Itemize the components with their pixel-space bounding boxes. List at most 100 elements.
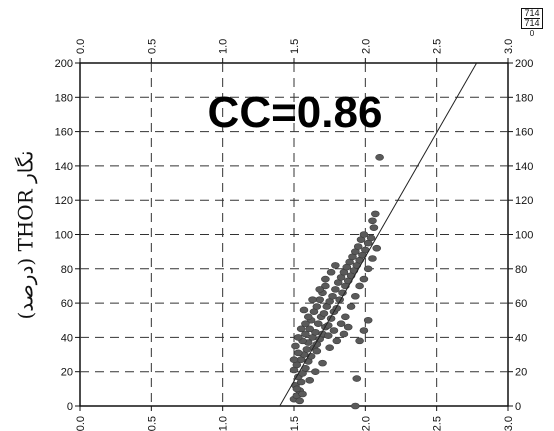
scatter-point bbox=[301, 320, 310, 327]
scatter-point bbox=[355, 337, 364, 345]
x-tick-label-bottom: 3.0 bbox=[503, 416, 515, 431]
scatter-point bbox=[371, 210, 380, 218]
scatter-point bbox=[353, 243, 363, 250]
corner-badge-top: 714 bbox=[524, 8, 540, 18]
scatter-point bbox=[331, 286, 340, 293]
x-tick-label-top: 2.5 bbox=[432, 39, 444, 54]
scatter-point bbox=[326, 268, 336, 276]
scatter-point bbox=[339, 330, 349, 338]
scatter-point bbox=[311, 368, 320, 376]
scatter-point bbox=[355, 282, 364, 290]
y-tick-label-right: 40 bbox=[515, 332, 527, 344]
scatter-point bbox=[368, 255, 377, 262]
y-axis-title-text: نگار THOR (درصد) bbox=[13, 150, 37, 320]
y-tick-label-left: 200 bbox=[55, 58, 73, 70]
y-tick-label-right: 120 bbox=[515, 195, 533, 207]
scatter-point bbox=[318, 359, 327, 367]
scatter-point bbox=[375, 154, 384, 161]
scatter-point bbox=[338, 289, 347, 297]
x-tick-label-bottom: 1.0 bbox=[218, 416, 230, 431]
x-tick-label-top: 1.0 bbox=[218, 39, 230, 54]
scatter-point bbox=[343, 323, 353, 331]
y-tick-label-right: 80 bbox=[515, 264, 527, 276]
scatter-point bbox=[341, 313, 350, 321]
x-tick-label-top: 1.5 bbox=[289, 39, 301, 54]
scatter-point bbox=[313, 320, 323, 327]
scatter-point bbox=[328, 292, 337, 300]
scatter-point bbox=[298, 390, 307, 398]
scatter-point bbox=[291, 342, 300, 350]
corner-badge-under: 0 bbox=[529, 29, 535, 38]
scatter-point bbox=[296, 325, 306, 333]
scatter-point bbox=[315, 286, 324, 293]
scatter-point bbox=[315, 296, 324, 303]
scatter-point bbox=[312, 347, 322, 355]
y-tick-label-right: 60 bbox=[515, 298, 527, 310]
ticks-layer: 0.0 0.0 0.5 0.5 1.0 1.0 1.5 1.5 2.0 2.0 2.5 2.5 3.0 3… bbox=[55, 39, 534, 431]
scatter-point bbox=[308, 296, 317, 303]
scatter-point bbox=[351, 402, 360, 410]
scatter-point bbox=[319, 310, 329, 317]
y-tick-label-right: 0 bbox=[515, 401, 521, 413]
scatter-point bbox=[302, 346, 312, 353]
scatter-point bbox=[305, 325, 314, 333]
scatter-point bbox=[323, 332, 333, 339]
x-tick-label-top: 2.0 bbox=[360, 39, 372, 54]
scatter-point bbox=[292, 385, 302, 393]
scatter-point bbox=[346, 303, 356, 310]
fit-line-layer bbox=[279, 62, 478, 407]
cc-annotation: CC=0.86 bbox=[208, 88, 383, 137]
scatter-point bbox=[359, 231, 369, 238]
scatter-point bbox=[293, 334, 303, 341]
y-tick-label-right: 100 bbox=[515, 230, 533, 242]
scatter-point bbox=[336, 320, 346, 327]
scatter-point bbox=[368, 217, 377, 225]
y-tick-label-left: 40 bbox=[61, 332, 73, 344]
scatter-point bbox=[359, 275, 369, 283]
scatter-point bbox=[289, 356, 299, 363]
x-tick-label-bottom: 2.5 bbox=[432, 416, 444, 431]
scatter-point bbox=[303, 313, 313, 321]
scatter-point bbox=[293, 349, 303, 357]
scatter-point bbox=[352, 375, 362, 382]
y-tick-label-left: 100 bbox=[55, 230, 73, 242]
y-tick-label-right: 160 bbox=[515, 127, 533, 139]
y-tick-label-left: 180 bbox=[55, 92, 73, 104]
y-tick-label-left: 140 bbox=[55, 161, 73, 173]
y-axis-title: نگار THOR (درصد) bbox=[0, 80, 50, 390]
x-tick-label-bottom: 0.0 bbox=[75, 416, 87, 431]
corner-badge-box: 714 714 bbox=[521, 8, 543, 29]
x-tick-label-top: 0.0 bbox=[75, 39, 87, 54]
x-tick-label-bottom: 0.5 bbox=[146, 416, 158, 431]
scatter-point bbox=[366, 234, 376, 242]
corner-badge: 714 714 0 bbox=[514, 2, 550, 44]
y-tick-label-right: 20 bbox=[515, 367, 527, 379]
scatter-point bbox=[363, 265, 373, 273]
x-tick-label-bottom: 1.5 bbox=[289, 416, 301, 431]
y-tick-label-right: 180 bbox=[515, 92, 533, 104]
y-tick-label-left: 0 bbox=[67, 401, 73, 413]
y-tick-label-left: 20 bbox=[61, 367, 73, 379]
scatter-point bbox=[325, 344, 334, 351]
x-tick-label-top: 3.0 bbox=[503, 39, 515, 54]
scatter-point bbox=[331, 262, 340, 269]
scatter-point bbox=[295, 397, 305, 405]
scatter-point bbox=[359, 327, 369, 334]
scatter-point bbox=[332, 337, 342, 345]
y-tick-label-left: 160 bbox=[55, 127, 73, 139]
scatter-point bbox=[305, 376, 314, 384]
y-tick-label-left: 80 bbox=[61, 264, 73, 276]
y-tick-label-right: 200 bbox=[515, 58, 533, 70]
x-tick-label-top: 0.5 bbox=[146, 39, 158, 54]
y-tick-label-right: 140 bbox=[515, 161, 533, 173]
scatter-point bbox=[329, 327, 339, 334]
x-tick-label-bottom: 2.0 bbox=[360, 416, 372, 431]
scatter-point bbox=[312, 303, 322, 310]
scatter-point bbox=[372, 244, 382, 252]
scatter-point bbox=[363, 316, 373, 324]
scatter-point bbox=[321, 275, 330, 283]
corner-badge-bottom: 714 bbox=[524, 18, 540, 28]
scatter-point bbox=[369, 224, 379, 231]
